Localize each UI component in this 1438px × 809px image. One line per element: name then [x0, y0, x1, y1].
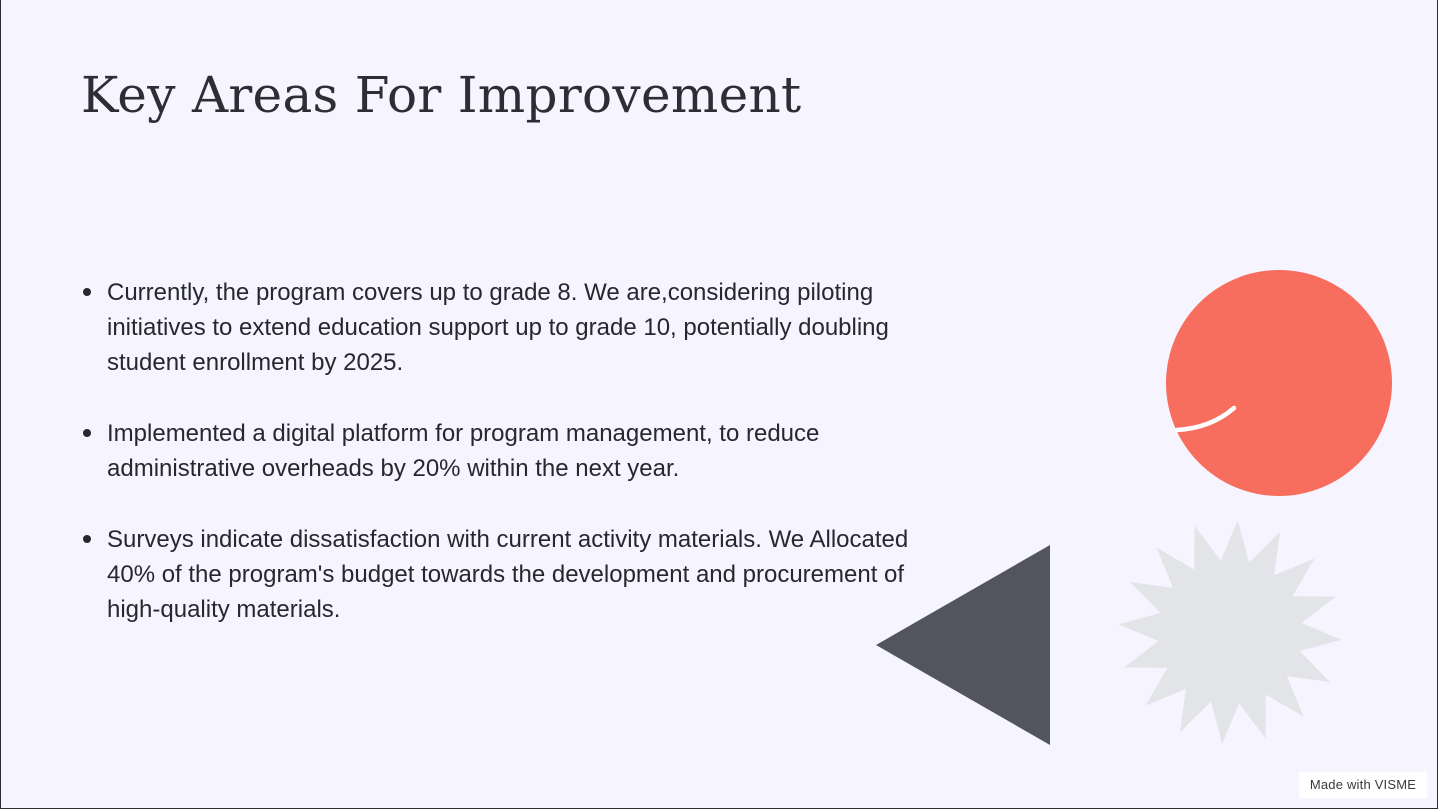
bullet-text: Currently, the program covers up to grad…: [107, 279, 889, 376]
bullet-item: Implemented a digital platform for progr…: [81, 416, 961, 486]
bullet-dot-icon: [83, 429, 91, 437]
bullet-text: Surveys indicate dissatisfaction with cu…: [107, 526, 909, 623]
circle-shape-icon: [1166, 270, 1392, 496]
bullet-dot-icon: [83, 288, 91, 296]
slide-title: Key Areas For Improvement: [81, 66, 802, 124]
starburst-shape-icon: [1118, 520, 1342, 744]
made-with-visme-badge[interactable]: Made with VISME: [1299, 772, 1427, 798]
bullet-list: Currently, the program covers up to grad…: [81, 275, 961, 663]
bullet-item: Currently, the program covers up to grad…: [81, 275, 961, 380]
arc-stroke-icon: [1174, 405, 1237, 433]
bullet-item: Surveys indicate dissatisfaction with cu…: [81, 522, 961, 627]
bullet-dot-icon: [83, 535, 91, 543]
bullet-text: Implemented a digital platform for progr…: [107, 420, 820, 482]
